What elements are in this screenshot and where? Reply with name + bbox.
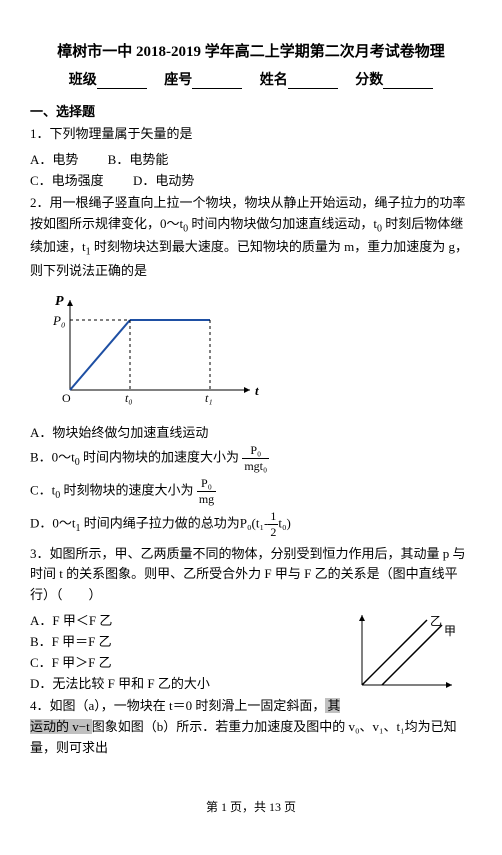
line-jia-label: 甲 — [444, 624, 456, 638]
q2-d-pre: D．0～t — [30, 515, 76, 530]
q1-d-text: D．电动势 — [133, 173, 194, 188]
field-name-blank — [288, 74, 338, 89]
frac-num: 1 — [268, 509, 278, 525]
page-footer: 第 1 页，共 13 页 — [30, 798, 472, 815]
exam-title: 樟树市一中 2018-2019 学年高二上学期第二次月考试卷物理 — [30, 40, 472, 61]
q1-option-a: A．电势 B．电势能 — [30, 149, 472, 168]
pt-chart: P P₀ O t₀ t₁ t — [50, 290, 472, 414]
chart-t0: t₀ — [125, 391, 133, 405]
field-score-blank — [383, 74, 433, 89]
q2-option-a: A．物块始终做匀加速直线运动 — [30, 422, 472, 441]
line-yi-label: 乙 — [430, 614, 442, 628]
q1-option-c: C．电场强度 D．电动势 — [30, 170, 472, 189]
q1-b-text: B．电势能 — [108, 152, 169, 167]
q4-post: 图象如图（b）所示．若重力加速度及图中的 v₀、v₁、t₁均为已知量，则可求出 — [30, 719, 457, 755]
q1-a-text: A．电势 — [30, 152, 78, 167]
chart-origin: O — [62, 391, 71, 405]
frac-num: P₀ — [197, 476, 216, 492]
q2-stem-p4: 时刻物块达到最大速度。已知物块的质量为 m，重力加速度为 g，则下列说法正确的是 — [30, 239, 468, 278]
field-seat-label: 座号 — [164, 73, 192, 88]
frac-den: mg — [197, 492, 216, 507]
frac-den: mgt₀ — [242, 459, 269, 474]
frac-den: 2 — [268, 525, 278, 540]
q2-c-fraction: P₀ mg — [197, 476, 216, 507]
field-seat-blank — [192, 74, 242, 89]
q4-stem: 4．如图（a），一物块在 t＝0 时刻滑上一固定斜面，其运动的 v−t图象如图（… — [30, 696, 472, 758]
chart-p0: P₀ — [52, 313, 65, 328]
q2-b-pre: B．0～t — [30, 449, 75, 464]
q2-option-b: B．0～t0 时间内物块的加速度大小为 P₀ mgt₀ — [30, 443, 472, 474]
pt-chart-svg: P P₀ O t₀ t₁ t — [50, 290, 270, 410]
q2-c-post: 时刻物块的速度大小为 — [64, 482, 194, 497]
q2-c-pre: C．t — [30, 482, 55, 497]
header-fields: 班级 座号 姓名 分数 — [30, 69, 472, 89]
q2-option-d: D．0～t 1 时间内绳子拉力做的总功为P₀(t₁-12t₀) — [30, 509, 472, 540]
pt-lines-svg: 乙 甲 — [352, 610, 462, 700]
q2-b-fraction: P₀ mgt₀ — [242, 443, 269, 474]
q2-stem-p2: 时间内物块做匀加速直线运动，t — [191, 216, 377, 231]
q1-stem: 1．下列物理量属于矢量的是 — [30, 124, 472, 145]
q2-stem: 2．用一根绳子竖直向上拉一个物块，物块从静止开始运动，绳子拉力的功率按如图所示规… — [30, 193, 472, 282]
q2-d-fraction: 12 — [268, 509, 278, 540]
field-class-blank — [97, 74, 147, 89]
pt-lines-chart: 乙 甲 — [352, 610, 462, 704]
chart-ylabel: P — [55, 294, 64, 309]
section-title: 一、选择题 — [30, 101, 472, 120]
chart-t1: t₁ — [205, 391, 213, 405]
q3-stem: 3．如图所示，甲、乙两质量不同的物体，分别受到恒力作用后，其动量 p 与时间 t… — [30, 544, 472, 606]
field-class-label: 班级 — [69, 73, 97, 88]
chart-xlabel: t — [255, 383, 259, 398]
q1-c-text: C．电场强度 — [30, 173, 104, 188]
field-score-label: 分数 — [355, 73, 383, 88]
q2-b-post: 时间内物块的加速度大小为 — [83, 449, 239, 464]
q4-pre: 4．如图（a），一物块在 t＝0 时刻滑上一固定斜面， — [30, 698, 325, 713]
q2-d-post: 时间内绳子拉力做的总功为P₀(t₁- — [84, 515, 269, 530]
q2-option-c: C．t0 时刻物块的速度大小为 P₀ mg — [30, 476, 472, 507]
q2-d-end: t₀) — [278, 515, 290, 530]
field-name-label: 姓名 — [260, 73, 288, 88]
frac-num: P₀ — [242, 443, 269, 459]
